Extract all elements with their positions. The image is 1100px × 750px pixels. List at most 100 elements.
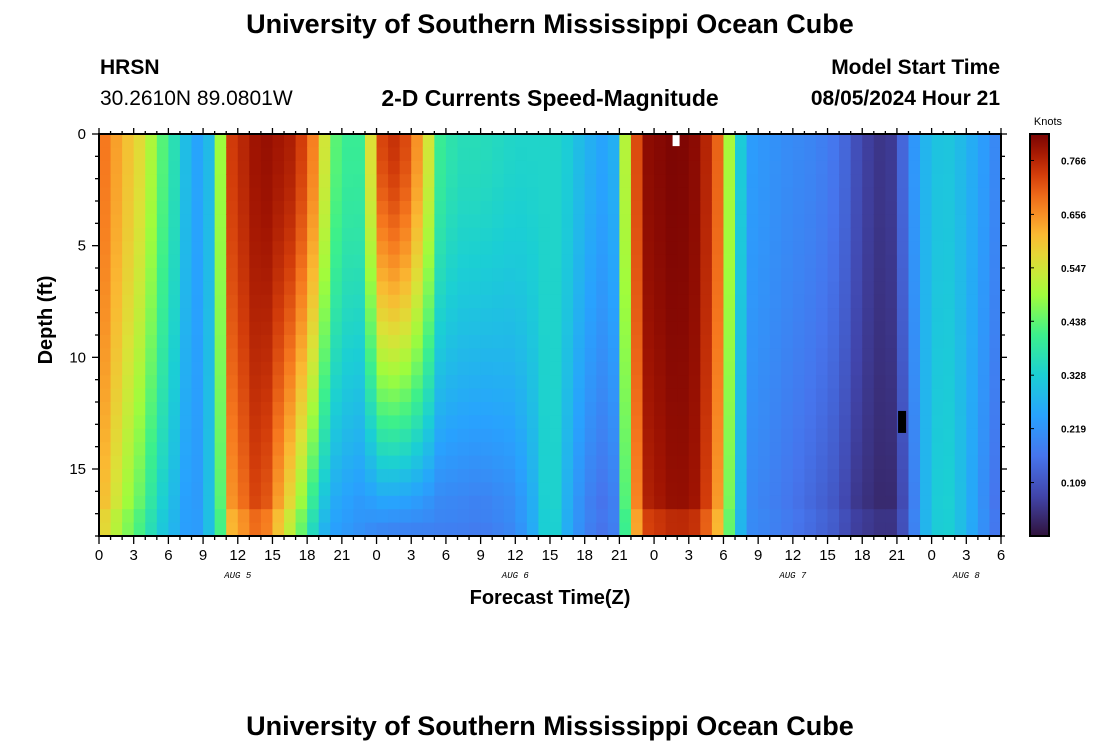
heatmap-cell: [677, 241, 690, 256]
colorbar-label: Knots: [1034, 116, 1063, 128]
heatmap-cell: [781, 335, 794, 349]
heatmap-cell: [307, 495, 320, 510]
heatmap-cell: [873, 134, 886, 148]
heatmap-cell: [619, 509, 632, 524]
heatmap-cell: [341, 455, 355, 470]
heatmap-cell: [839, 254, 852, 269]
heatmap-cell: [538, 321, 551, 336]
heatmap-cell: [688, 402, 701, 416]
heatmap-cell: [249, 415, 262, 430]
heatmap-cell: [665, 187, 678, 202]
heatmap-cell: [364, 241, 378, 256]
heatmap-cell: [654, 187, 667, 202]
heatmap-cell: [434, 495, 447, 510]
heatmap-cell: [989, 388, 1002, 403]
heatmap-cell: [376, 442, 389, 457]
heatmap-cell: [561, 294, 574, 309]
heatmap-cell: [746, 281, 759, 296]
heatmap-cell: [896, 522, 910, 537]
heatmap-cell: [214, 428, 227, 443]
heatmap-cell: [284, 361, 297, 376]
heatmap-cell: [573, 348, 586, 363]
heatmap-cell: [746, 147, 759, 162]
heatmap-cell: [145, 241, 158, 256]
heatmap-cell: [781, 241, 794, 256]
heatmap-cell: [214, 187, 227, 202]
heatmap-cell: [249, 375, 262, 390]
heatmap-cell: [399, 160, 412, 175]
heatmap-cell: [226, 388, 239, 403]
heatmap-cell: [434, 160, 447, 175]
heatmap-cell: [457, 455, 470, 470]
heatmap-cell: [133, 134, 146, 148]
heatmap-cell: [642, 495, 655, 510]
heatmap-cell: [896, 509, 910, 524]
heatmap-cell: [573, 134, 586, 148]
heatmap-cell: [330, 455, 343, 470]
heatmap-cell: [839, 388, 852, 403]
heatmap-cell: [388, 442, 401, 457]
heatmap-cell: [769, 321, 782, 336]
heatmap-cell: [804, 214, 817, 229]
heatmap-cell: [480, 241, 493, 256]
heatmap-cell: [920, 428, 933, 443]
heatmap-cell: [353, 321, 366, 336]
heatmap-cell: [642, 509, 655, 524]
heatmap-cell: [735, 254, 748, 269]
heatmap-cell: [214, 321, 227, 336]
heatmap-cell: [503, 375, 516, 390]
heatmap-cell: [654, 268, 667, 282]
heatmap-cell: [318, 428, 331, 443]
heatmap-cell: [503, 134, 516, 148]
heatmap-cell: [561, 482, 574, 497]
heatmap-cell: [422, 522, 435, 537]
heatmap-cell: [422, 174, 435, 189]
heatmap-cell: [908, 241, 921, 256]
heatmap-cell: [168, 375, 181, 390]
heatmap-cell: [249, 442, 262, 457]
heatmap-cell: [376, 402, 389, 416]
heatmap-cell: [815, 455, 829, 470]
heatmap-cell: [584, 415, 597, 430]
heatmap-cell: [538, 268, 551, 282]
heatmap-cell: [376, 375, 389, 390]
heatmap-cell: [735, 348, 748, 363]
heatmap-cell: [885, 335, 898, 349]
heatmap-cell: [815, 214, 829, 229]
heatmap-cell: [688, 160, 701, 175]
footer-title: University of Southern Mississippi Ocean…: [246, 711, 854, 741]
x-tick-label: 9: [754, 547, 762, 564]
heatmap-cell: [376, 361, 389, 376]
heatmap-cell: [850, 442, 863, 457]
heatmap-cell: [445, 187, 459, 202]
heatmap-cell: [168, 227, 181, 242]
heatmap-cell: [607, 254, 620, 269]
heatmap-cell: [203, 214, 216, 229]
heatmap-cell: [480, 415, 493, 430]
heatmap-cell: [307, 214, 320, 229]
heatmap-cell: [515, 455, 528, 470]
heatmap-cell: [688, 361, 701, 376]
heatmap-cell: [156, 442, 169, 457]
heatmap-cell: [989, 187, 1002, 202]
heatmap-cell: [110, 415, 123, 430]
heatmap-cell: [480, 254, 493, 269]
heatmap-cell: [815, 428, 829, 443]
heatmap-cell: [260, 174, 274, 189]
heatmap-cell: [654, 241, 667, 256]
heatmap-cell: [260, 308, 274, 323]
heatmap-cell: [399, 522, 412, 537]
heatmap-cell: [480, 214, 493, 229]
heatmap-cell: [168, 268, 181, 282]
heatmap-cell: [388, 348, 401, 363]
heatmap-cell: [654, 455, 667, 470]
heatmap-cell: [781, 415, 794, 430]
heatmap-cell: [792, 348, 806, 363]
heatmap-cell: [492, 482, 505, 497]
heatmap-cell: [341, 241, 355, 256]
heatmap-cell: [989, 160, 1002, 175]
heatmap-cell: [260, 348, 274, 363]
heatmap-cell: [665, 214, 678, 229]
heatmap-cell: [862, 388, 875, 403]
x-tick-label: 9: [199, 547, 207, 564]
